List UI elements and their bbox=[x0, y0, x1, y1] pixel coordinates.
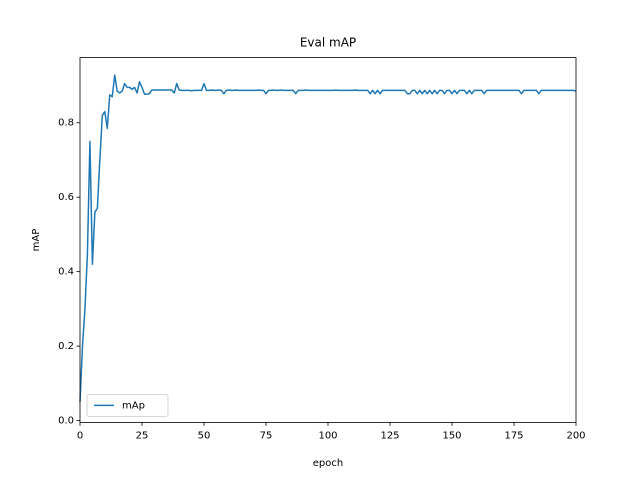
y-tick-label: 0.4 bbox=[58, 267, 74, 278]
x-tick-label: 100 bbox=[318, 430, 337, 441]
x-tick-label: 125 bbox=[380, 430, 399, 441]
x-tick-label: 175 bbox=[504, 430, 523, 441]
plot-frame bbox=[79, 57, 577, 423]
y-tick-label: 0.8 bbox=[58, 118, 74, 129]
y-tick-label: 0.2 bbox=[58, 341, 74, 352]
y-axis-label: mAP bbox=[31, 229, 42, 252]
x-tick-label: 200 bbox=[566, 430, 585, 441]
legend-box bbox=[86, 393, 169, 417]
x-tick-label: 25 bbox=[136, 430, 149, 441]
x-tick-label: 150 bbox=[442, 430, 461, 441]
x-tick-label: 75 bbox=[260, 430, 273, 441]
x-tick-label: 0 bbox=[77, 430, 83, 441]
x-tick-label: 50 bbox=[198, 430, 211, 441]
x-axis-label: epoch bbox=[313, 458, 343, 469]
y-tick-label: 0.6 bbox=[58, 192, 74, 203]
legend-label: mAp bbox=[122, 400, 145, 411]
chart-title: Eval mAP bbox=[300, 36, 356, 50]
y-tick-label: 0.0 bbox=[58, 416, 74, 427]
data-line bbox=[79, 74, 577, 402]
